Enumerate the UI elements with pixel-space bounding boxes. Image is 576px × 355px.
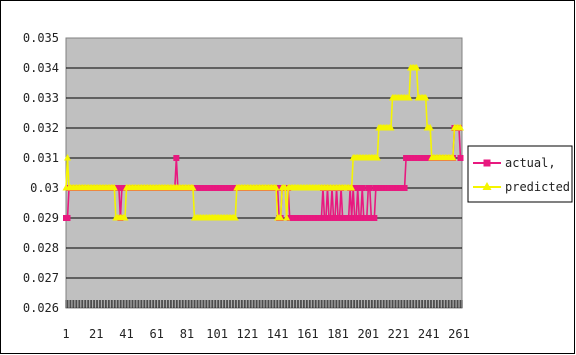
data-point	[449, 154, 457, 161]
y-tick-label: 0.03	[30, 181, 59, 195]
data-point	[64, 215, 71, 221]
y-tick-label: 0.028	[23, 241, 59, 255]
x-tick-label: 181	[327, 327, 349, 341]
data-point	[371, 215, 378, 221]
data-point	[387, 124, 395, 131]
y-tick-label: 0.029	[23, 211, 59, 225]
legend-marker-predicted	[482, 182, 492, 190]
x-tick-label: 61	[149, 327, 163, 341]
data-point	[426, 124, 434, 131]
plot-area	[65, 37, 463, 309]
data-point	[336, 215, 343, 221]
data-point	[405, 94, 413, 101]
series-predicted	[62, 64, 464, 221]
data-point	[348, 184, 356, 191]
data-point	[231, 214, 239, 221]
y-axis: 0.026 0.027 0.028 0.029 0.03 0.031 0.032 0.033 0…	[23, 31, 59, 315]
y-tick-label: 0.032	[23, 121, 59, 135]
data-point	[348, 215, 355, 221]
data-point	[110, 184, 118, 191]
data-point	[363, 215, 370, 221]
legend: actual, predicted	[467, 145, 573, 203]
x-tick-label: 101	[206, 327, 228, 341]
data-point	[115, 185, 122, 191]
y-tick-label: 0.034	[23, 61, 59, 75]
data-point	[373, 154, 381, 161]
data-point	[413, 64, 421, 71]
y-tick-label: 0.026	[23, 301, 59, 315]
x-tick-label: 81	[180, 327, 194, 341]
data-point	[345, 215, 352, 221]
x-tick-label: 241	[418, 327, 440, 341]
data-point	[332, 215, 339, 221]
series-layer	[62, 64, 464, 221]
x-tick-label: 221	[388, 327, 410, 341]
data-point	[401, 185, 408, 191]
x-tick-label: 1	[62, 327, 69, 341]
data-point	[283, 214, 291, 221]
data-point	[272, 184, 280, 191]
data-point	[277, 214, 285, 221]
legend-label-actual: actual,	[505, 156, 556, 170]
y-tick-label: 0.035	[23, 31, 59, 45]
data-point	[121, 214, 129, 221]
data-point	[366, 185, 373, 191]
y-tick-label: 0.031	[23, 151, 59, 165]
x-tick-label: 261	[448, 327, 470, 341]
x-tick-label: 21	[89, 327, 103, 341]
data-point	[173, 155, 180, 161]
x-tick-label: 141	[267, 327, 289, 341]
x-minor-ticks	[65, 300, 463, 308]
data-point	[189, 184, 197, 191]
x-tick-label: 41	[119, 327, 133, 341]
y-tick-label: 0.027	[23, 271, 59, 285]
data-point	[357, 215, 364, 221]
x-tick-label: 161	[297, 327, 319, 341]
x-axis: 1 21 41 61 81 101 121 141 161 181 201 221 241 261	[62, 327, 469, 341]
data-point	[327, 215, 334, 221]
x-minor-tick-marks	[65, 300, 463, 308]
legend-box	[467, 145, 573, 203]
data-point	[353, 215, 360, 221]
data-point	[322, 215, 329, 221]
x-tick-label: 121	[237, 327, 259, 341]
data-point	[64, 154, 72, 161]
x-tick-label: 201	[357, 327, 379, 341]
data-point	[354, 185, 361, 191]
legend-marker-actual	[483, 159, 491, 167]
data-point	[318, 215, 325, 221]
data-point	[422, 94, 430, 101]
y-tick-label: 0.033	[23, 91, 59, 105]
data-point	[457, 155, 464, 161]
data-point	[456, 124, 464, 131]
data-point	[359, 185, 366, 191]
legend-label-predicted: predicted	[505, 180, 570, 194]
